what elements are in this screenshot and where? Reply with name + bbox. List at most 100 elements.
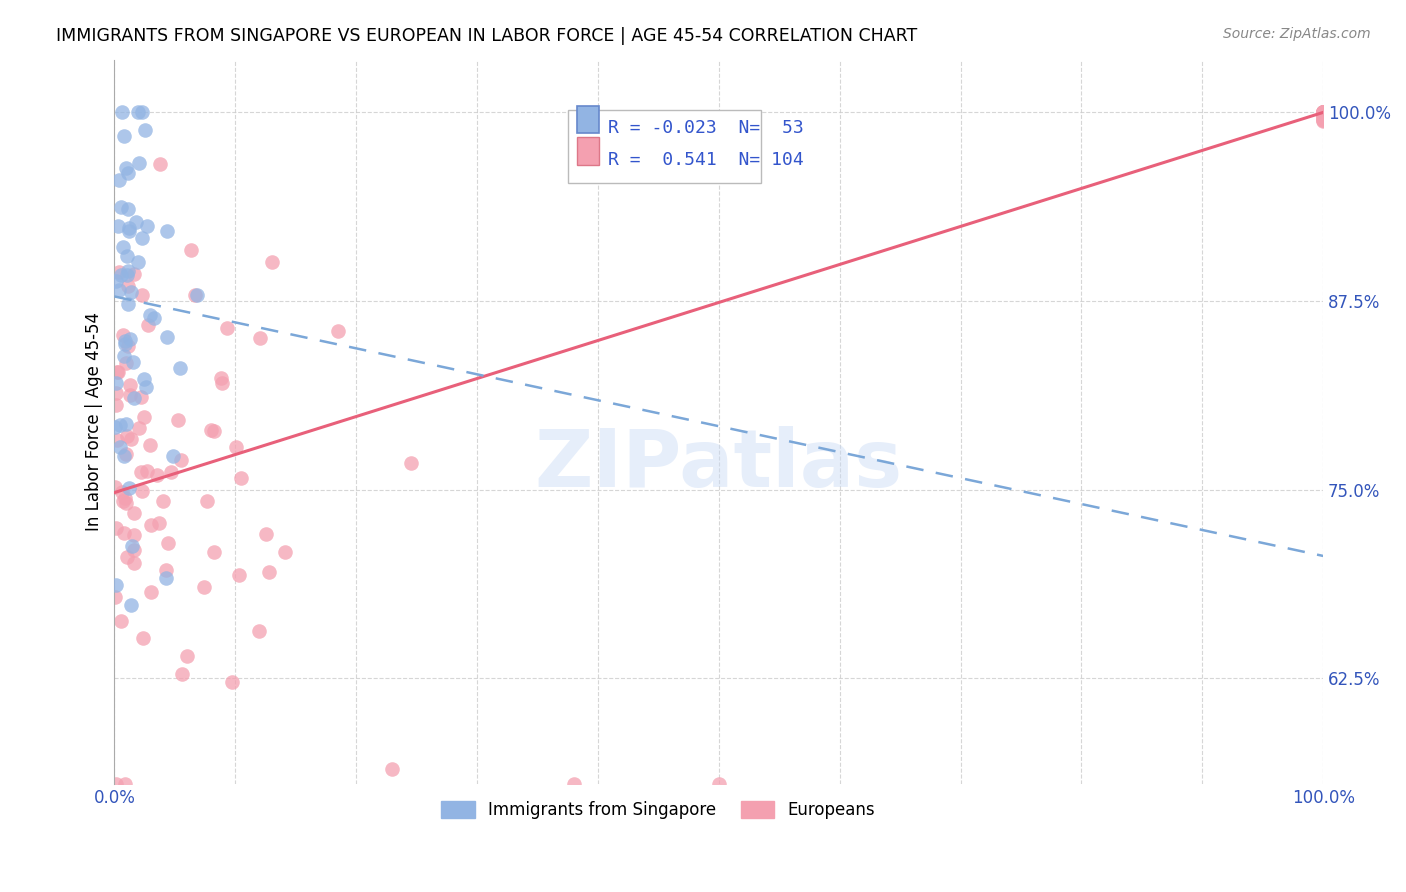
Text: R = -0.023  N=  53: R = -0.023 N= 53 [607, 120, 803, 137]
Point [112, 129, 135, 144]
Point [136, 219, 159, 233]
Point [111, 105, 134, 120]
Bar [578, 106, 599, 134]
Point [136, 318, 159, 332]
Point [128, 421, 150, 435]
Point [1312, 110, 1334, 124]
Point [118, 224, 141, 238]
Text: R =  0.541  N= 104: R = 0.541 N= 104 [607, 151, 803, 169]
Point [155, 224, 177, 238]
Point [118, 377, 141, 392]
Point [108, 418, 131, 433]
Point [180, 244, 202, 258]
Point [1312, 105, 1334, 120]
Point [1312, 105, 1334, 120]
Point [1312, 108, 1334, 122]
Point [141, 584, 163, 599]
Point [114, 334, 136, 348]
Point [1312, 105, 1334, 120]
Point [108, 172, 131, 186]
Point [169, 453, 191, 467]
Point [156, 329, 179, 343]
Point [129, 391, 152, 405]
Point [193, 580, 215, 594]
Point [122, 506, 145, 520]
Point [149, 157, 172, 171]
Point [117, 339, 139, 353]
Point [105, 578, 128, 592]
Point [254, 527, 277, 541]
Point [112, 526, 135, 541]
Point [115, 249, 138, 263]
Point [186, 288, 208, 302]
Point [1312, 105, 1334, 120]
Point [111, 240, 134, 254]
Point [225, 440, 247, 454]
Point [139, 517, 162, 532]
Point [122, 556, 145, 570]
Point [1312, 113, 1334, 128]
Point [114, 449, 136, 463]
Point [117, 263, 139, 277]
Point [114, 496, 136, 510]
Point [1312, 105, 1334, 120]
Point [1312, 105, 1334, 120]
Point [262, 255, 284, 269]
Point [112, 349, 135, 363]
Point [124, 391, 146, 405]
Y-axis label: In Labor Force | Age 45-54: In Labor Force | Age 45-54 [86, 312, 103, 531]
Point [115, 429, 138, 443]
Point [108, 440, 131, 454]
Point [135, 380, 157, 394]
Point [121, 539, 143, 553]
Point [143, 311, 166, 326]
Point [110, 614, 132, 628]
Point [117, 278, 139, 293]
Point [155, 571, 177, 585]
Point [1312, 105, 1334, 120]
Point [122, 355, 145, 369]
Point [104, 376, 127, 391]
Point [124, 267, 146, 281]
Point [117, 297, 139, 311]
Point [118, 481, 141, 495]
Point [170, 667, 193, 681]
Point [399, 456, 422, 470]
Point [117, 202, 139, 217]
Point [160, 465, 183, 479]
Point [131, 105, 153, 120]
Point [229, 471, 252, 485]
Point [132, 409, 155, 424]
Point [221, 674, 243, 689]
Point [104, 420, 127, 434]
Point [1312, 106, 1334, 120]
Point [1312, 105, 1334, 120]
Point [1312, 107, 1334, 121]
Point [108, 265, 131, 279]
Point [114, 777, 136, 791]
Point [114, 447, 136, 461]
Point [134, 122, 156, 136]
Point [1312, 105, 1334, 120]
Point [1312, 105, 1334, 120]
Point [114, 491, 136, 505]
Point [138, 438, 160, 452]
Point [1312, 107, 1334, 121]
Point [105, 274, 128, 288]
Point [195, 494, 218, 508]
Point [122, 527, 145, 541]
Point [200, 423, 222, 437]
Point [104, 480, 127, 494]
Text: Source: ZipAtlas.com: Source: ZipAtlas.com [1223, 27, 1371, 41]
Point [249, 331, 271, 345]
Point [120, 598, 142, 612]
Point [1312, 105, 1334, 120]
Point [132, 371, 155, 385]
Point [247, 624, 270, 639]
Point [167, 413, 190, 427]
Point [120, 388, 142, 402]
Point [110, 200, 132, 214]
Point [132, 632, 155, 646]
Point [211, 376, 233, 390]
Point [122, 543, 145, 558]
